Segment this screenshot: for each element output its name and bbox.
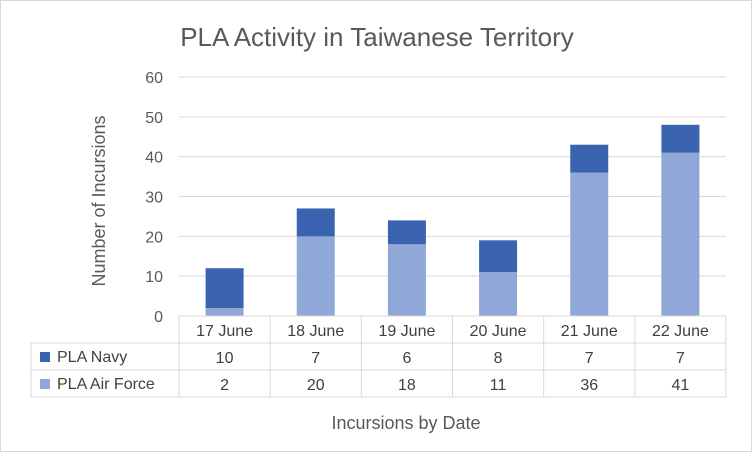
bar-pla-air-force-2 [387,244,426,316]
data-label: 7 [585,350,594,367]
data-label: 10 [216,350,234,367]
data-label: 41 [672,377,690,394]
x-axis-label: Incursions by Date [331,413,480,433]
legend-swatch [40,352,50,362]
data-label: 36 [580,377,598,394]
bar-pla-air-force-4 [570,172,609,316]
y-tick-label: 0 [154,309,163,326]
bar-pla-air-force-1 [296,236,335,316]
y-tick-label: 20 [145,229,163,246]
bar-pla-navy-1 [296,208,335,237]
y-axis-label: Number of Incursions [89,115,109,286]
bar-pla-navy-4 [570,144,609,173]
y-tick-label: 60 [145,70,163,87]
x-tick-label: 22 June [652,323,709,340]
y-tick-label: 30 [145,190,163,207]
bar-pla-air-force-3 [479,272,518,316]
chart-title: PLA Activity in Taiwanese Territory [180,22,574,52]
bar-pla-navy-2 [387,220,426,245]
data-label: 20 [307,377,325,394]
bar-pla-air-force-0 [205,308,244,316]
data-label: 8 [494,350,503,367]
data-label: 18 [398,377,416,394]
bar-pla-navy-3 [479,240,518,273]
bar-pla-navy-0 [205,268,244,309]
y-axis-ticks: 0 10 20 30 40 50 60 [145,70,163,326]
x-tick-label: 19 June [378,323,435,340]
legend-label: PLA Navy [57,349,127,366]
data-label: 7 [676,350,685,367]
x-tick-label: 18 June [287,323,344,340]
y-tick-label: 10 [145,269,163,286]
bar-pla-air-force-5 [661,152,700,316]
bar-pla-navy-5 [661,124,700,153]
legend-label: PLA Air Force [57,376,155,393]
y-tick-label: 40 [145,150,163,167]
x-tick-label: 17 June [196,323,253,340]
x-tick-label: 20 June [470,323,527,340]
data-label: 2 [220,377,229,394]
bars [205,124,700,316]
data-label: 6 [402,350,411,367]
data-label: 7 [311,350,320,367]
data-table: 17 June 18 June 19 June 20 June 21 June 22 Ju… [30,315,727,398]
y-tick-label: 50 [145,110,163,127]
gridlines [179,76,726,277]
x-tick-label: 21 June [561,323,618,340]
data-label: 11 [490,377,507,394]
legend-swatch [40,379,50,389]
